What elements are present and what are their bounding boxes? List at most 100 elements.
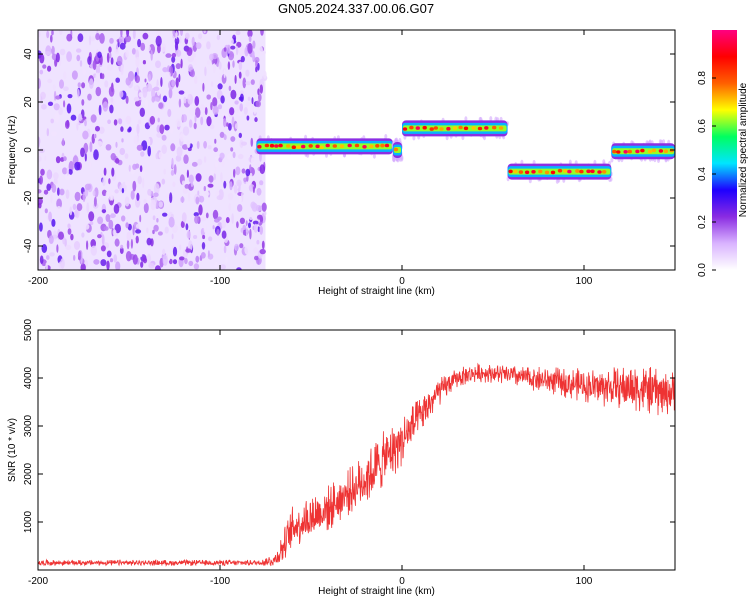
noise-blob: [153, 86, 160, 92]
noise-blob: [120, 30, 123, 38]
noise-blob: [250, 157, 256, 165]
segment-peak-point: [623, 150, 628, 154]
noise-blob: [246, 115, 250, 121]
noise-blob: [98, 104, 102, 116]
segment-peak-point: [257, 144, 262, 149]
noise-blob: [207, 250, 210, 258]
noise-blob: [47, 101, 54, 107]
noise-blob: [76, 122, 79, 131]
segment-peak-point: [458, 125, 463, 130]
noise-blob: [214, 138, 217, 144]
noise-blob: [208, 170, 215, 176]
noise-blob: [197, 190, 200, 196]
noise-blob: [261, 240, 265, 250]
noise-blob: [57, 187, 60, 196]
noise-blob: [221, 230, 227, 239]
segment-peak-point: [278, 143, 283, 148]
noise-blob: [213, 173, 216, 181]
noise-blob: [146, 227, 149, 234]
noise-blob: [50, 34, 53, 43]
noise-blob: [239, 90, 244, 96]
noise-blob: [228, 123, 232, 131]
noise-blob: [217, 83, 223, 90]
noise-blob: [137, 253, 143, 258]
noise-blob: [89, 141, 93, 153]
noise-blob: [202, 82, 205, 92]
segment-peak-point: [296, 145, 301, 149]
segment-peak-point: [471, 126, 476, 130]
noise-blob: [88, 211, 95, 222]
noise-blob: [220, 95, 225, 104]
noise-blob: [121, 187, 125, 194]
segment-peak-point: [492, 125, 497, 130]
noise-blob: [133, 96, 140, 102]
noise-blob: [178, 90, 185, 95]
snr-series-line: [38, 362, 675, 567]
noise-blob: [94, 133, 97, 139]
snr-plot: [38, 362, 675, 567]
noise-blob: [234, 100, 239, 105]
noise-blob: [176, 146, 183, 157]
noise-blob: [136, 144, 143, 151]
noise-blob: [186, 47, 193, 56]
noise-blob: [52, 84, 56, 91]
noise-blob: [158, 151, 163, 159]
segment-peak-point: [627, 149, 632, 154]
noise-blob: [132, 163, 138, 170]
noise-blob: [135, 197, 141, 208]
noise-blob: [84, 183, 92, 190]
noise-blob: [115, 77, 120, 83]
segment-peak-point: [538, 169, 543, 174]
segment-halo-point: [400, 156, 404, 162]
noise-blob: [225, 217, 230, 224]
noise-blob: [133, 135, 140, 145]
spectrogram-ylabel: Frequency (Hz): [7, 116, 18, 185]
noise-blob: [259, 180, 264, 186]
segment-peak-point: [375, 144, 380, 148]
segment-peak-point: [439, 127, 444, 131]
noise-blob: [153, 97, 160, 102]
noise-blob: [170, 169, 175, 176]
segment-peak-point: [319, 145, 324, 150]
snr-xtick-label: -200: [28, 576, 48, 587]
noise-blob: [195, 255, 200, 263]
noise-blob: [146, 137, 151, 148]
noise-blob: [245, 69, 250, 77]
segment-peak-point: [446, 126, 451, 131]
noise-blob: [208, 236, 213, 242]
noise-blob: [147, 188, 152, 196]
segment-peak-point: [315, 144, 320, 149]
noise-blob: [84, 187, 89, 197]
noise-blob: [44, 236, 49, 244]
noise-blob: [83, 223, 90, 230]
noise-blob: [247, 30, 253, 38]
noise-blob: [99, 43, 104, 50]
noise-blob: [100, 245, 106, 252]
segment-halo-point: [483, 135, 486, 141]
noise-blob: [97, 51, 102, 59]
noise-blob: [82, 130, 89, 140]
noise-blob: [249, 228, 252, 240]
noise-blob: [131, 48, 136, 55]
noise-blob: [95, 125, 100, 132]
noise-blob: [120, 126, 124, 132]
colorbar-tick-label: 0.8: [697, 71, 708, 85]
noise-blob: [78, 113, 83, 122]
segment-peak-point: [658, 149, 664, 153]
snr-xtick-label: -100: [210, 576, 230, 587]
noise-blob: [172, 181, 176, 188]
noise-blob: [81, 232, 85, 238]
noise-blob: [59, 48, 66, 56]
noise-blob: [70, 114, 77, 121]
segment-peak-point: [452, 126, 458, 130]
segment-peak-point: [557, 168, 563, 173]
segment-peak-point: [518, 170, 524, 174]
noise-blob: [109, 52, 112, 59]
noise-blob: [38, 197, 43, 206]
noise-blob: [240, 227, 244, 233]
segment-halo-point: [412, 135, 416, 141]
noise-blob: [113, 119, 118, 126]
segment-peak-point: [274, 144, 279, 148]
noise-blob: [87, 93, 92, 101]
noise-blob: [39, 222, 43, 232]
